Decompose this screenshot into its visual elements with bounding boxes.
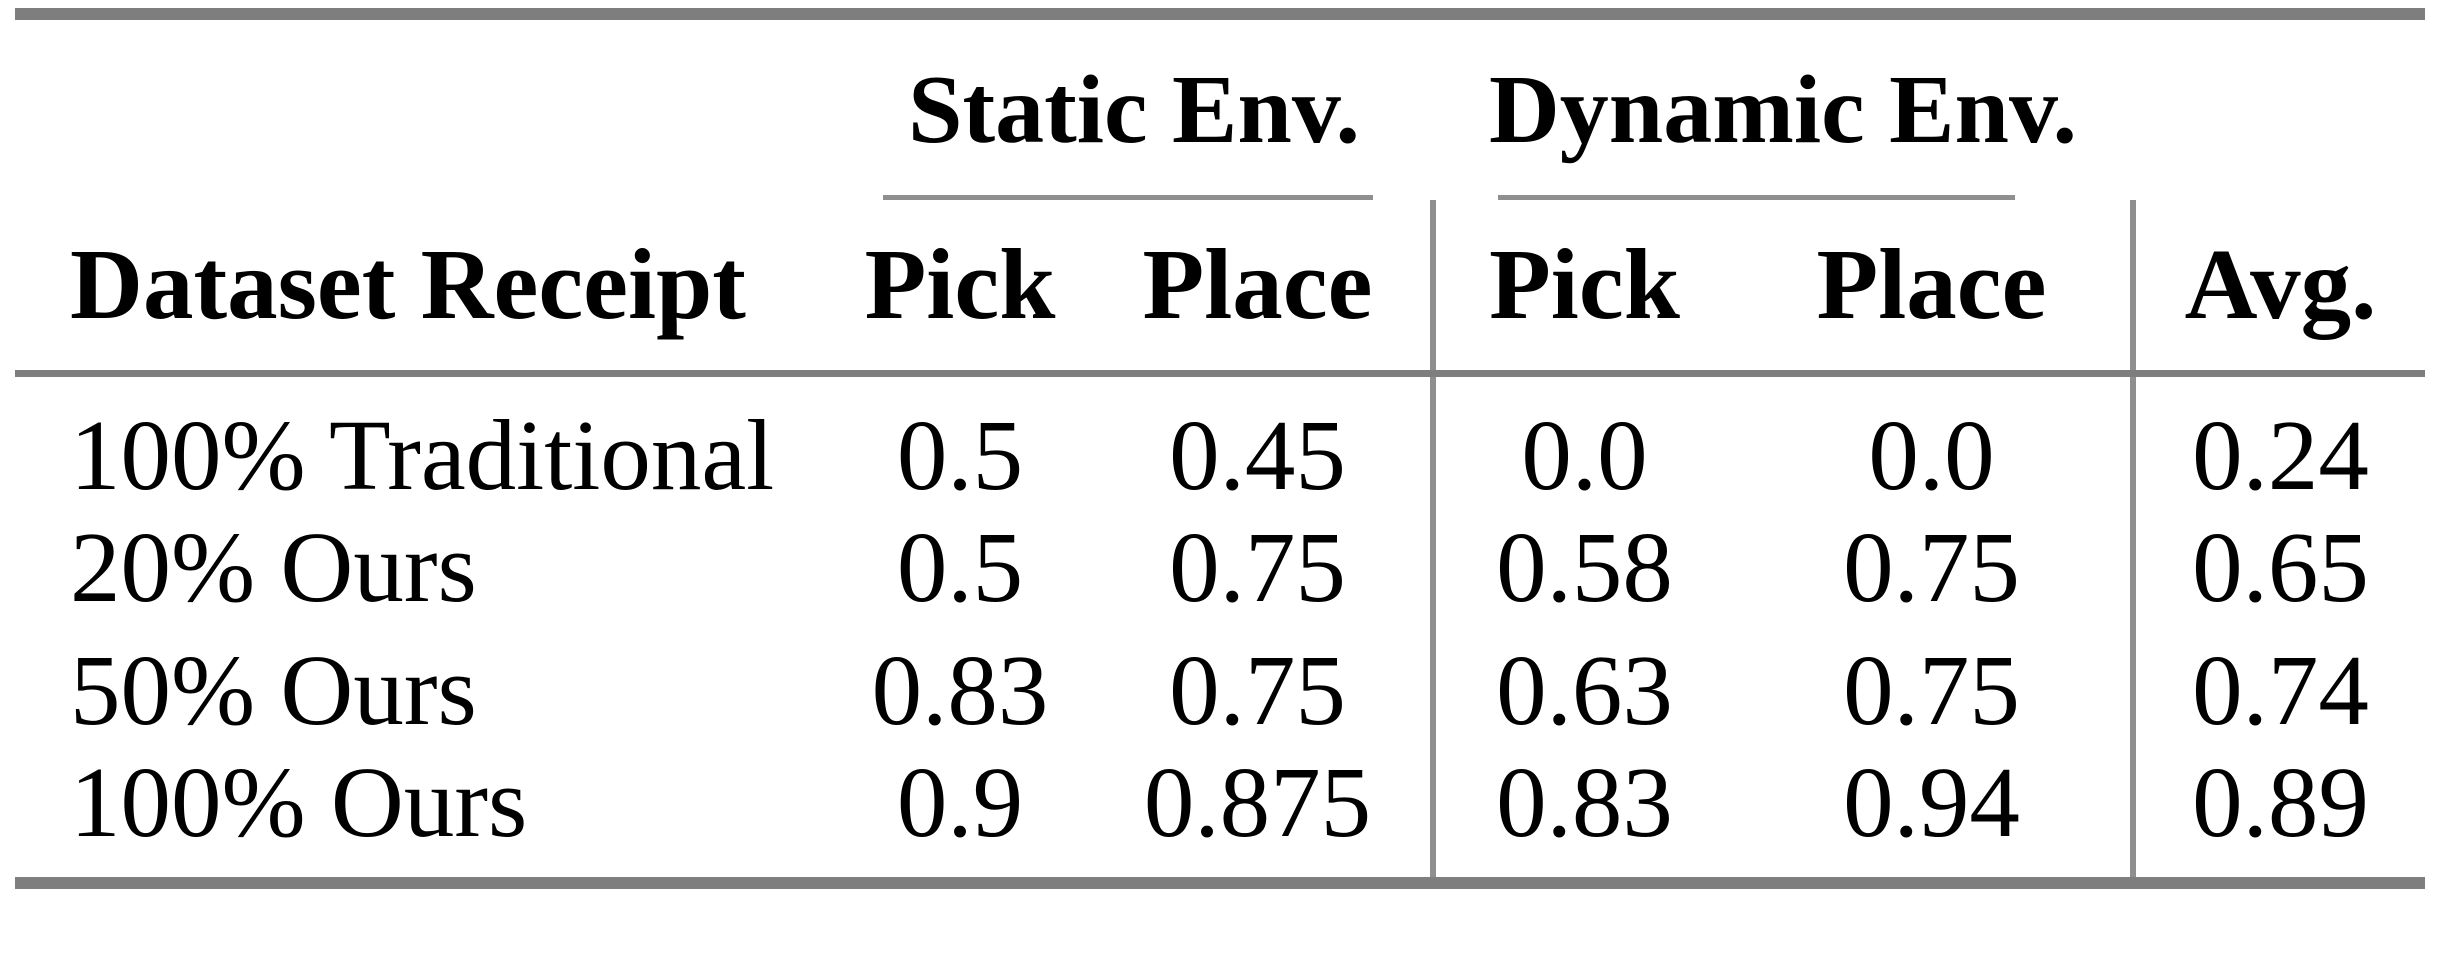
- table-row-100pct-traditional: 100% Traditional 0.5 0.45 0.0 0.0 0.24: [15, 369, 2426, 506]
- cell-avg: 0.74: [2130, 628, 2426, 752]
- cell-static-pick: 0.5: [896, 510, 1024, 623]
- cell-avg: 0.89: [2130, 751, 2426, 883]
- results-table: Static Env. Dynamic Env. Dataset Receipt…: [15, 8, 2426, 889]
- corner-spacer: [2133, 14, 2425, 200]
- cell-dynamic-place: 0.0: [1733, 369, 2134, 506]
- cell-dynamic-place: 0.75: [1843, 510, 2020, 623]
- cell-static-place: 0.75: [1169, 510, 1346, 623]
- cell-dynamic-place: 0.75: [1843, 633, 2020, 746]
- table-row-100pct-ours: 100% Ours 0.9 0.875 0.83 0.94 0.89: [15, 745, 2426, 883]
- group-header-dynamic-env-label: Dynamic Env.: [1488, 56, 2078, 164]
- group-header-dynamic-env: Dynamic Env.: [1433, 14, 2133, 200]
- col-header-static-place: Place: [1142, 228, 1373, 341]
- cell-dynamic-pick: 0.0: [1430, 369, 1733, 506]
- cell-avg: 0.24: [2130, 369, 2426, 506]
- cell-dynamic-pick: 0.63: [1430, 628, 1733, 752]
- cell-static-pick: 0.83: [871, 633, 1049, 746]
- cell-static-place: 0.875: [1143, 745, 1372, 858]
- col-header-dynamic-place: Place: [1816, 228, 2047, 341]
- col-header-static-pick: Pick: [864, 228, 1056, 341]
- cell-static-place: 0.45: [1085, 369, 1433, 506]
- group-header-static-env: Static Env.: [835, 14, 1433, 200]
- cell-static-pick: 0.9: [896, 745, 1024, 858]
- column-header-row: Dataset Receipt Pick Place Pick Place Av…: [15, 200, 2426, 373]
- row-label: 100% Traditional: [15, 369, 835, 506]
- cell-dynamic-pick: 0.58: [1430, 505, 1733, 629]
- cell-static-place: 0.75: [1169, 633, 1346, 746]
- group-header-static-env-label: Static Env.: [908, 56, 1360, 164]
- table-row-50pct-ours: 50% Ours 0.83 0.75 0.63 0.75 0.74: [15, 628, 2426, 752]
- row-label: 50% Ours: [70, 633, 477, 746]
- row-label: 20% Ours: [70, 510, 477, 623]
- row-label: 100% Ours: [70, 745, 528, 858]
- static-env-cmidrule: [883, 195, 1373, 200]
- cell-static-pick: 0.5: [835, 369, 1085, 506]
- cell-dynamic-pick: 0.83: [1430, 751, 1733, 883]
- dynamic-env-cmidrule: [1498, 195, 2016, 200]
- col-header-dynamic-pick: Pick: [1430, 200, 1733, 373]
- cell-avg: 0.65: [2130, 505, 2426, 629]
- corner-spacer: [15, 14, 835, 200]
- group-header-row: Static Env. Dynamic Env.: [15, 14, 2425, 200]
- col-header-avg: Avg.: [2130, 200, 2426, 373]
- table-row-20pct-ours: 20% Ours 0.5 0.75 0.58 0.75 0.65: [15, 505, 2426, 629]
- cell-dynamic-place: 0.94: [1843, 745, 2020, 858]
- col-header-dataset-receipt: Dataset Receipt: [70, 228, 746, 341]
